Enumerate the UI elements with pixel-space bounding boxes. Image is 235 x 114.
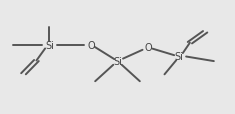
Text: O: O — [144, 43, 152, 53]
Text: Si: Si — [174, 52, 183, 62]
Text: O: O — [88, 41, 95, 51]
Text: Si: Si — [113, 57, 122, 66]
Text: Si: Si — [45, 41, 54, 51]
